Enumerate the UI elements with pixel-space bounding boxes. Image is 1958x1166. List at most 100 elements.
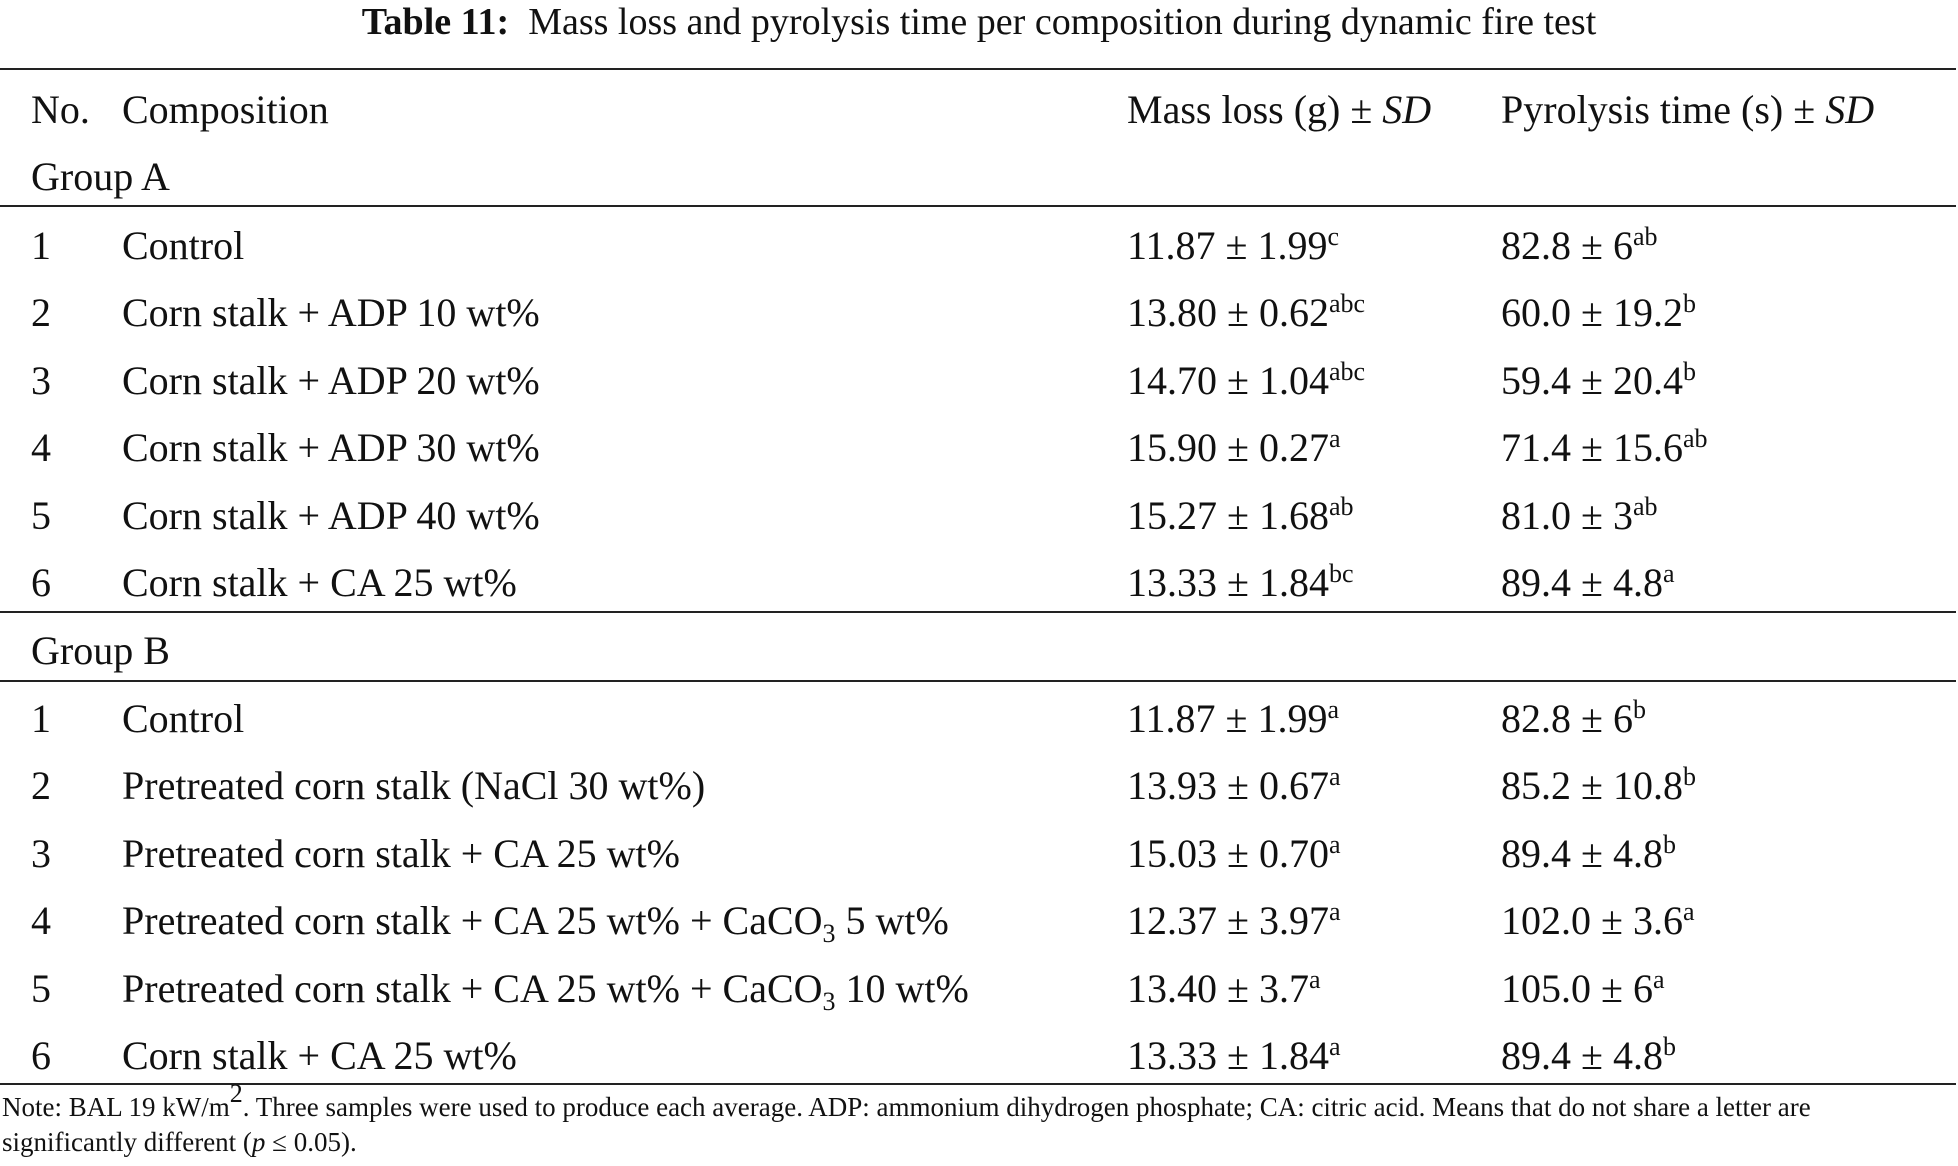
significance-letters: b [1682,762,1696,792]
mass-loss: 13.33 ± 1.84 [1127,1033,1329,1078]
no-cell: 1 [31,694,51,744]
data-row: 4 Corn stalk + ADP 30 wt% 15.90 ± 0.27a 71.… [0,423,1958,473]
row-number: 5 [31,492,51,538]
data-row: 3 Corn stalk + ADP 20 wt% 14.70 ± 1.04abc 5… [0,356,1958,406]
composition-rest: 5 wt% [835,898,949,944]
significance-letters: b [1632,695,1646,724]
composition: Corn stalk + ADP 40 wt% [122,492,540,538]
data-row: 2 Pretreated corn stalk (NaCl 30 wt%) 13.9… [0,761,1958,811]
composition: Pretreated corn stalk (NaCl 30 wt%) [122,763,706,809]
no-cell: 2 [31,761,51,811]
composition-cell: Corn stalk + ADP 10 wt% [122,288,540,338]
pyrolysis-cell: 85.2 ± 10.8b [1501,761,1696,811]
significance-letters: ab [1682,424,1708,454]
composition-cell: Pretreated corn stalk + CA 25 wt% + CaCO… [122,964,969,1016]
pyrolysis-cell: 82.8 ± 6ab [1501,221,1658,271]
pyrolysis-time: 71.4 ± 15.6 [1501,425,1683,471]
composition: Pretreated corn stalk + CA 25 wt% + CaCO [122,898,823,944]
composition: Corn stalk + ADP 20 wt% [122,357,540,403]
bottom-rule [0,1083,1956,1085]
no-cell: 6 [31,558,51,608]
significance-letters: a [1328,829,1341,859]
pyrolysis-cell: 89.4 ± 4.8b [1501,829,1676,879]
mass-loss-cell: 13.33 ± 1.84a [1127,1031,1341,1081]
note-text: ≤ 0.05). [265,1127,357,1157]
composition-cell: Corn stalk + ADP 30 wt% [122,423,540,473]
header-text: Composition [122,87,329,132]
mass-loss: 14.70 ± 1.04 [1127,357,1329,403]
data-row: 1 Control 11.87 ± 1.99c 82.8 ± 6ab [0,221,1958,271]
mass-loss: 15.03 ± 0.70 [1127,830,1329,876]
note-text: Note: BAL 19 kW/m [2,1092,230,1122]
header-text: Mass loss (g) ± [1127,87,1383,132]
pyrolysis-time: 85.2 ± 10.8 [1501,763,1683,809]
significance-letters: a [1328,424,1341,454]
table-caption: Table 11: Mass loss and pyrolysis time p… [0,0,1958,44]
data-row: 4 Pretreated corn stalk + CA 25 wt% + CaC… [0,896,1958,949]
header-sd: SD [1825,87,1875,132]
data-row: 2 Corn stalk + ADP 10 wt% 13.80 ± 0.62abc 6… [0,288,1958,338]
composition-cell: Corn stalk + CA 25 wt% [122,1031,517,1081]
pyrolysis-time: 89.4 ± 4.8 [1501,560,1663,605]
composition-cell: Corn stalk + ADP 40 wt% [122,491,540,541]
caption-text: Mass loss and pyrolysis time per composi… [528,1,1597,43]
mass-loss: 11.87 ± 1.99 [1127,696,1328,741]
significance-letters: b [1682,356,1696,386]
note-text: p [251,1127,266,1157]
no-cell: 4 [31,423,51,473]
composition: Corn stalk + CA 25 wt% [122,560,517,605]
pyrolysis-time: 105.0 ± 6 [1501,965,1653,1011]
group-label: Group B [31,628,170,673]
composition: Corn stalk + ADP 30 wt% [122,425,540,471]
pyrolysis-cell: 102.0 ± 3.6a [1501,896,1695,946]
pyrolysis-time: 82.8 ± 6 [1501,696,1633,741]
row-number: 1 [31,223,51,268]
composition-cell: Corn stalk + ADP 20 wt% [122,356,540,406]
no-cell: 1 [31,221,51,271]
significance-letters: ab [1632,222,1658,251]
header-text: No. [31,87,90,132]
pyrolysis-time: 59.4 ± 20.4 [1501,357,1683,403]
mass-loss-cell: 15.03 ± 0.70a [1127,829,1341,879]
mass-loss-cell: 13.33 ± 1.84bc [1127,558,1354,608]
header-cell: Composition [122,85,329,135]
composition-cell: Control [122,694,244,744]
row-number: 3 [31,830,51,876]
pyrolysis-cell: 59.4 ± 20.4b [1501,356,1696,406]
significance-letters: bc [1328,559,1354,588]
mass-loss-cell: 15.90 ± 0.27a [1127,423,1341,473]
data-row: 6 Corn stalk + CA 25 wt% 13.33 ± 1.84a 89.4… [0,1031,1958,1081]
no-cell: 5 [31,964,51,1014]
composition-cell: Pretreated corn stalk + CA 25 wt% [122,829,680,879]
pyrolysis-cell: 81.0 ± 3ab [1501,491,1658,541]
mass-loss-cell: 11.87 ± 1.99a [1127,694,1339,744]
header-sd: SD [1382,87,1432,132]
significance-letters: abc [1328,356,1366,386]
subscript: 3 [822,919,836,949]
composition: Pretreated corn stalk + CA 25 wt% [122,830,680,876]
subscript: 3 [822,986,836,1016]
header-cell: Mass loss (g) ± SD [1127,85,1431,135]
data-row: 5 Corn stalk + ADP 40 wt% 15.27 ± 1.68ab 81… [0,491,1958,541]
mass-loss: 13.80 ± 0.62 [1127,290,1329,336]
header-cell: No. [31,85,90,135]
mass-loss-cell: 13.93 ± 0.67a [1127,761,1341,811]
group-label: Group A [31,154,170,199]
pyrolysis-time: 81.0 ± 3 [1501,492,1633,538]
no-cell: 5 [31,491,51,541]
pyrolysis-cell: 105.0 ± 6a [1501,964,1665,1014]
data-row: 1 Control 11.87 ± 1.99a 82.8 ± 6b [0,694,1958,744]
mass-loss-cell: 13.80 ± 0.62abc [1127,288,1365,338]
mass-loss-cell: 15.27 ± 1.68ab [1127,491,1354,541]
row-number: 1 [31,696,51,741]
pyrolysis-cell: 60.0 ± 19.2b [1501,288,1696,338]
header-text: Pyrolysis time (s) ± [1501,87,1826,132]
note-text: 2 [229,1079,243,1108]
no-cell: 3 [31,356,51,406]
mass-loss: 11.87 ± 1.99 [1127,223,1328,268]
significance-letters: b [1662,829,1676,859]
mass-loss-cell: 14.70 ± 1.04abc [1127,356,1365,406]
significance-letters: a [1652,964,1665,994]
mass-loss: 15.27 ± 1.68 [1127,492,1329,538]
